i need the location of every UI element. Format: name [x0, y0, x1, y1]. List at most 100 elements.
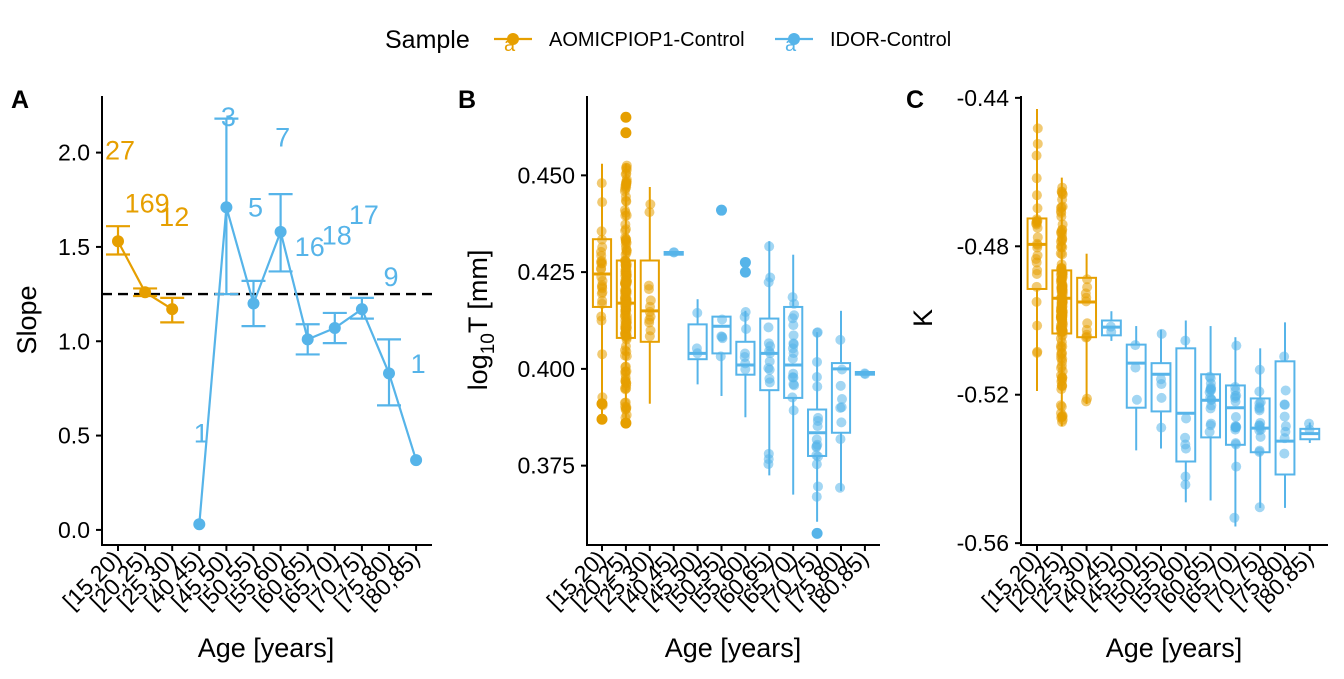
panel-a-data-point [193, 518, 206, 531]
panel-c-jitter-point [1205, 378, 1216, 389]
panel-c-jitter-point [1082, 274, 1093, 285]
panel-c-jitter-point [1206, 400, 1217, 411]
panel-a-count-label: 1 [194, 419, 209, 449]
panel-a-y-tick-label: 2.0 [58, 140, 90, 166]
panel-b-y-tick-label: 0.375 [517, 453, 575, 479]
panel-b-plot: 0.3750.4000.4250.450[15,20)[20,25)[25,30… [517, 96, 880, 614]
panel-c-jitter-point [1131, 394, 1142, 405]
panel-a-data-point [410, 454, 423, 467]
legend-label-idor: IDOR-Control [830, 29, 951, 51]
panel-c-jitter-point [1130, 362, 1141, 373]
panel-b-jitter-point [788, 330, 799, 341]
panel-a-data-point [247, 297, 260, 310]
panel-a-x-axis-title: Age [years] [198, 633, 335, 663]
panel-a-data-point [166, 303, 179, 316]
panel-c-jitter-point [1230, 385, 1241, 396]
panel-a-y-tick-label: 1.5 [58, 234, 90, 260]
panel-c-y-tick-label: -0.48 [957, 233, 1009, 259]
panel-c-box-65-70 [1224, 384, 1246, 446]
panel-b-jitter-point [644, 314, 655, 325]
panel-b-jitter-point [835, 380, 846, 391]
panel-b-label: B [458, 86, 476, 114]
panel-a-data-point [139, 286, 152, 299]
panel-c-jitter-point [1279, 399, 1290, 410]
panel-b-outlier-point [739, 266, 751, 278]
legend: Sample a AOMICPIOP1-Control a IDOR-Contr… [385, 26, 951, 56]
panel-b-jitter-point [596, 281, 607, 292]
legend-point-idor [788, 33, 800, 45]
panel-b-thickness-chart: B log10T [mm] Age [years] 0.375 0.400 0.42… [458, 86, 880, 663]
panel-a-count-label: 5 [248, 192, 263, 222]
panel-b-outlier-point [596, 398, 608, 410]
panel-c-jitter-point [1230, 424, 1241, 435]
panel-c-jitter-point [1081, 324, 1092, 335]
panel-a-data-point [383, 367, 395, 380]
panel-a-data-point [220, 201, 233, 214]
panel-c-jitter-point [1279, 411, 1290, 422]
panel-c-jitter-point [1181, 413, 1192, 424]
panel-b-jitter-point [836, 417, 847, 428]
panel-a-data-point [355, 303, 368, 316]
panel-b-outlier-point [620, 417, 632, 429]
panel-b-outlier-point [739, 256, 751, 268]
panel-c-jitter-point [1106, 326, 1117, 337]
panel-a-slope-chart: A Slope Age [years] 0.00.51.01.52.0[15,2… [11, 86, 432, 663]
panel-a-count-label: 169 [125, 189, 170, 219]
panel-b-jitter-point [811, 441, 822, 452]
panel-c-label: C [906, 86, 924, 114]
panel-b-y-axis-title-rest: T [mm] [463, 250, 493, 334]
panel-b-x-axis-title: Age [years] [665, 633, 802, 663]
panel-b-box-75-80 [830, 362, 852, 434]
panel-b-y-tick-label: 0.400 [517, 356, 575, 382]
panel-a-y-tick-label: 0.0 [58, 517, 90, 543]
panel-b-outlier-point [596, 413, 608, 425]
panel-c-jitter-point [1081, 292, 1092, 303]
panel-b-jitter-point [621, 286, 632, 297]
panel-c-y-tick-label: -0.56 [957, 530, 1009, 556]
panel-b-y-tick-label: 0.450 [517, 162, 575, 188]
panel-c-jitter-point [1280, 421, 1291, 432]
panel-c-box-70-75 [1249, 397, 1271, 454]
panel-b-jitter-point [764, 364, 775, 375]
panel-c-box-50-55 [1150, 362, 1172, 413]
panel-b-jitter-point [764, 377, 775, 388]
panel-c-jitter-point [1056, 310, 1067, 321]
panel-b-outlier-point [620, 111, 632, 123]
panel-c-plot: -0.56-0.52-0.48-0.44[15,20)[20,25)[25,30… [957, 85, 1328, 614]
panel-b-outlier-point [716, 204, 727, 216]
legend-entry-aomicpiop1: a AOMICPIOP1-Control [494, 29, 745, 56]
panel-a-count-label: 7 [275, 123, 290, 153]
panel-a-count-label: 1 [411, 349, 426, 379]
panel-b-box-50-55 [711, 315, 732, 355]
panel-c-box-45-50 [1125, 343, 1147, 409]
panel-c-jitter-point [1031, 253, 1042, 264]
panel-c-jitter-point [1056, 323, 1067, 334]
panel-c-jitter-point [1230, 392, 1241, 403]
panel-b-box-20-25 [615, 259, 636, 339]
panel-c-jitter-point [1032, 265, 1043, 276]
panel-c-jitter-point [1156, 392, 1167, 403]
panel-b-jitter-point [836, 394, 847, 405]
panel-c-k-chart: C K Age [years] -0.56-0.52-0.48-0.44[15,… [906, 85, 1328, 663]
panel-a-label: A [11, 86, 29, 114]
panel-a-y-axis-title: Slope [12, 285, 42, 354]
panel-b-jitter-point [621, 266, 632, 277]
panel-b-box-45-50 [687, 323, 708, 361]
panel-b-jitter-point [621, 318, 632, 329]
panel-b-jitter-point [739, 352, 750, 363]
panel-a-count-label: 9 [383, 262, 398, 292]
panel-b-jitter-point [763, 322, 774, 333]
panel-c-jitter-point [1057, 281, 1068, 292]
panel-a-count-label: 17 [349, 200, 379, 230]
panel-a-count-label: 12 [159, 202, 189, 232]
panel-a-y-tick-label: 1.0 [58, 328, 90, 354]
panel-a-data-point [301, 333, 314, 346]
panel-b-y-tick-label: 0.425 [517, 259, 575, 285]
panel-b-jitter-point [596, 246, 607, 257]
panel-b-jitter-point [789, 310, 800, 321]
panel-b-jitter-point [787, 343, 798, 354]
panel-c-jitter-point [1254, 405, 1265, 416]
panel-b-y-axis-title-sub: 10 [478, 333, 499, 354]
panel-c-jitter-point [1156, 379, 1167, 390]
